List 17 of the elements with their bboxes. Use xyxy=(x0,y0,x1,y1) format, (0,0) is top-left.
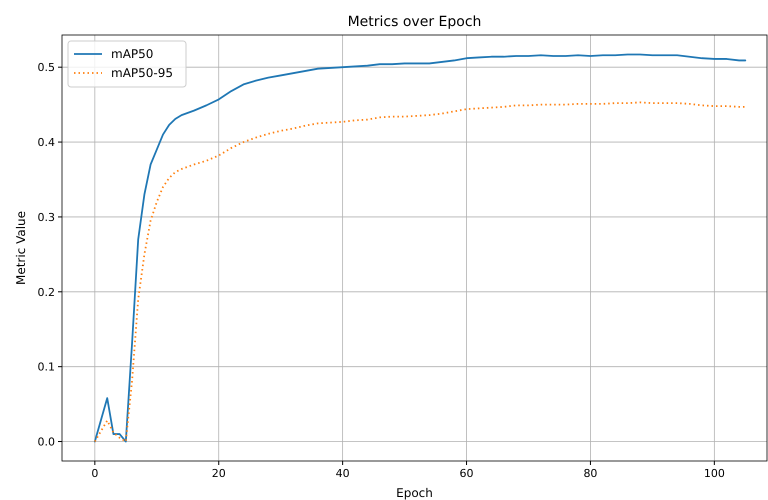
legend-label: mAP50 xyxy=(111,47,154,61)
x-tick-label: 80 xyxy=(583,467,598,480)
y-tick-label: 0.5 xyxy=(38,61,55,74)
x-tick-label: 100 xyxy=(704,467,725,480)
y-tick-label: 0.2 xyxy=(38,286,55,299)
x-tick-label: 60 xyxy=(460,467,474,480)
legend-label: mAP50-95 xyxy=(111,66,174,80)
x-axis-title: Epoch xyxy=(396,486,433,500)
y-tick-label: 0.4 xyxy=(38,136,55,150)
x-tick-label: 20 xyxy=(212,467,226,480)
x-tick-label: 0 xyxy=(91,467,98,480)
x-tick-label: 40 xyxy=(336,467,350,480)
y-tick-label: 0.0 xyxy=(38,436,55,449)
chart-title: Metrics over Epoch xyxy=(348,14,482,30)
y-tick-label: 0.1 xyxy=(38,360,55,374)
y-axis-title: Metric Value xyxy=(14,210,28,286)
y-tick-label: 0.3 xyxy=(38,210,55,224)
